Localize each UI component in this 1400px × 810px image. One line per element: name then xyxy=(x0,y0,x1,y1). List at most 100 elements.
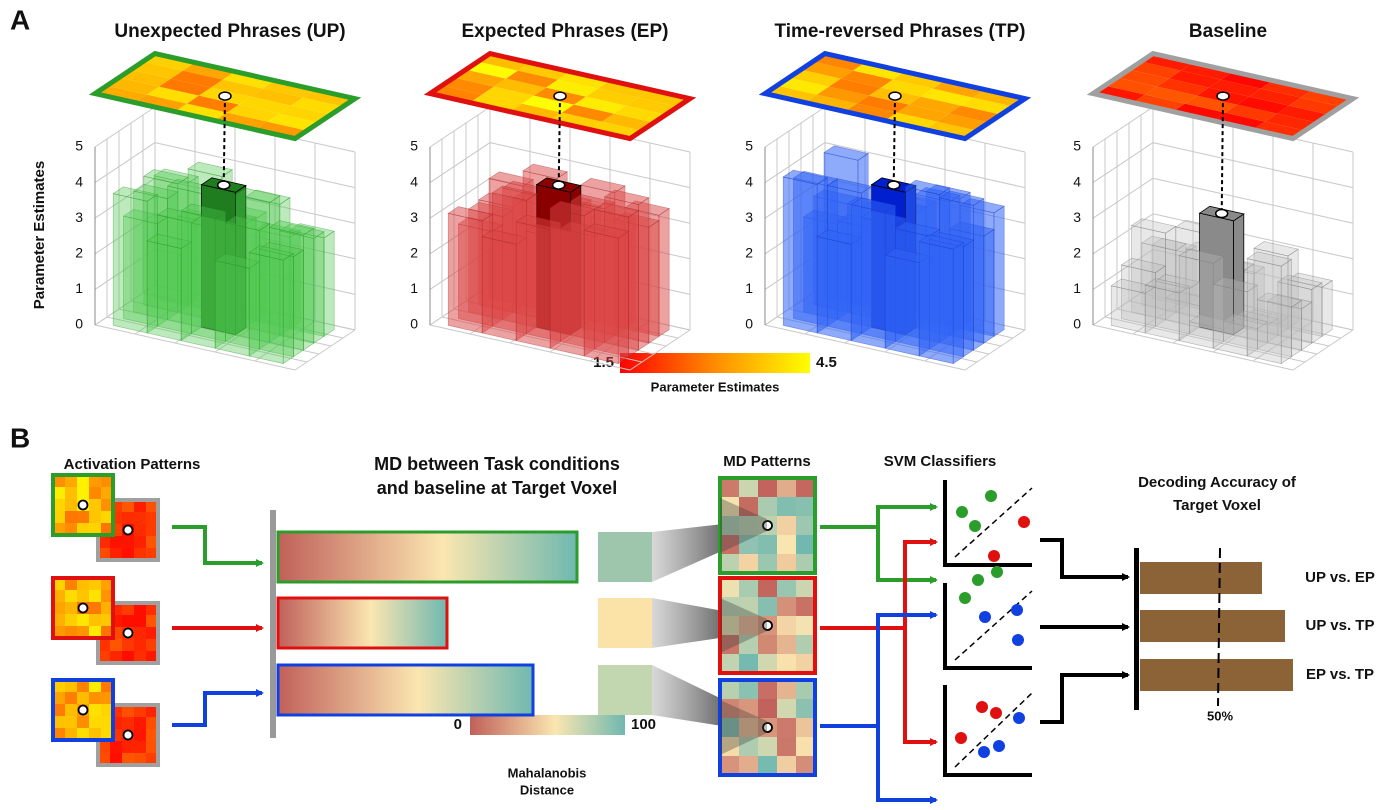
heatmap-cell xyxy=(131,61,183,79)
heatmap-cell xyxy=(494,78,546,96)
voxel-face xyxy=(248,252,284,364)
voxel-face xyxy=(447,206,494,222)
voxel-face xyxy=(522,163,568,179)
heatmap-cell xyxy=(885,112,937,130)
heatmap-cell xyxy=(598,80,650,98)
pattern-cell xyxy=(796,478,816,498)
heatmap-cell xyxy=(1213,112,1265,130)
voxel-face xyxy=(214,260,250,357)
voxel-face xyxy=(313,231,325,344)
activation-pattern xyxy=(51,678,115,742)
heatmap-cell xyxy=(1221,71,1273,89)
heatmap-cell xyxy=(638,89,690,107)
pattern-cell xyxy=(146,753,159,766)
link-line xyxy=(222,96,226,186)
pattern-cell xyxy=(101,511,114,524)
pattern-cell xyxy=(134,639,147,652)
grid-line xyxy=(1092,142,1154,184)
pattern-cell xyxy=(122,500,135,513)
y-tick-label: 2 xyxy=(745,245,753,261)
pattern-cell xyxy=(122,753,135,766)
pattern-cell xyxy=(720,554,740,574)
target-marker xyxy=(1216,91,1230,101)
heatmap-cell xyxy=(215,112,267,130)
pattern-cell xyxy=(122,512,135,525)
heatmap-cell xyxy=(961,97,1013,115)
grid-line xyxy=(1292,329,1354,371)
voxel-face xyxy=(850,204,886,349)
grid-line xyxy=(106,316,308,363)
svm-point xyxy=(1012,634,1024,646)
pattern-cell xyxy=(65,614,78,627)
heatmap-cell xyxy=(777,77,829,95)
pattern-cell xyxy=(777,680,797,700)
heatmap-cell xyxy=(897,104,949,122)
pattern-cell xyxy=(101,692,114,705)
pattern-cell xyxy=(720,680,740,700)
grid-line xyxy=(214,311,276,353)
heatmap-plane xyxy=(88,50,362,142)
voxel-face xyxy=(279,223,325,239)
arrow xyxy=(876,527,938,584)
voxel-face xyxy=(549,207,585,357)
heatmap-cell xyxy=(1157,78,1209,96)
voxel-face xyxy=(224,215,271,231)
grid-line xyxy=(154,142,356,189)
grid-line xyxy=(254,320,316,362)
pattern-cell xyxy=(739,478,759,498)
pattern-cell xyxy=(134,524,147,537)
grid-line xyxy=(489,142,691,189)
pattern-cell xyxy=(101,487,114,500)
voxel-face xyxy=(303,227,315,351)
pattern-cell xyxy=(53,578,66,591)
heatmap-cell xyxy=(251,88,303,106)
heatmap-cell xyxy=(478,53,530,71)
pattern-cell xyxy=(134,753,147,766)
pattern-cell xyxy=(777,756,797,776)
voxel-face xyxy=(1154,274,1201,290)
grid-line xyxy=(629,329,691,371)
pattern-cell xyxy=(122,651,135,664)
heatmap-cell xyxy=(789,69,841,87)
heatmap-cell xyxy=(291,97,343,115)
accuracy-bar xyxy=(1140,659,1293,691)
pattern-cell xyxy=(89,511,102,524)
voxel-face xyxy=(282,252,294,365)
pattern-cell xyxy=(110,536,123,549)
pattern-cell xyxy=(796,635,816,655)
pattern-cell xyxy=(98,639,111,652)
pattern-cell xyxy=(53,614,66,627)
pattern-cell xyxy=(77,680,90,693)
pattern-cell xyxy=(134,651,147,664)
accuracy-bar xyxy=(1140,562,1262,594)
voxel-face xyxy=(112,193,148,334)
pattern-cell xyxy=(89,602,102,615)
pattern-cell xyxy=(777,535,797,555)
pattern-cell xyxy=(739,597,759,617)
plane-border xyxy=(1086,50,1360,142)
grid-line xyxy=(764,324,966,371)
pattern-cell xyxy=(146,651,159,664)
grid-line xyxy=(1092,177,1154,219)
panel-title: Time-reversed Phrases (TP) xyxy=(775,21,1026,42)
pattern-cell xyxy=(146,729,159,742)
voxel-face xyxy=(1130,218,1177,234)
panel-title: Unexpected Phrases (UP) xyxy=(114,21,345,42)
voxel-face xyxy=(1301,301,1313,351)
md-scale-label: Mahalanobis xyxy=(508,765,587,780)
pattern-cell xyxy=(739,635,759,655)
voxel-face xyxy=(146,233,193,249)
voxel-face xyxy=(782,169,829,185)
heatmap-cell xyxy=(1261,80,1313,98)
voxel-face xyxy=(248,245,295,261)
pattern-cell xyxy=(134,705,147,718)
svm-axes xyxy=(943,685,1032,777)
voxel-face xyxy=(963,239,974,358)
pattern-cell xyxy=(65,626,78,639)
target-marker xyxy=(886,180,901,190)
grid-line xyxy=(1104,316,1306,363)
voxel-face xyxy=(323,230,335,337)
voxel-face xyxy=(580,177,626,193)
heatmap-cell xyxy=(602,113,654,131)
voxel-face xyxy=(1188,314,1235,330)
